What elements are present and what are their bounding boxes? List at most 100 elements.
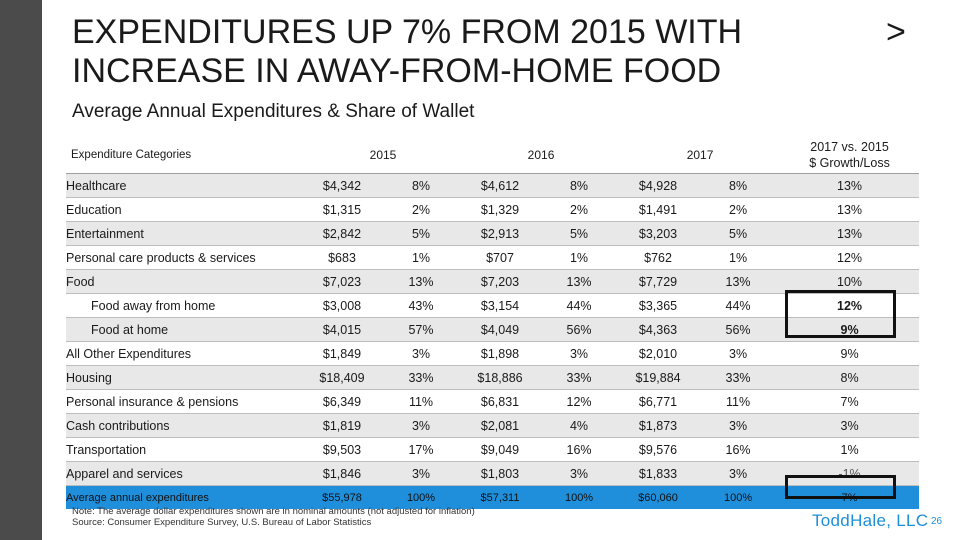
share-2017: 3% [696, 341, 781, 366]
share-2016: 16% [538, 437, 621, 462]
value-2015: $55,978 [322, 491, 362, 504]
row-category: Food [66, 269, 304, 294]
value-2015: $1,315 [304, 197, 380, 222]
share-2016: 2% [538, 197, 621, 222]
growth-value: 13% [780, 221, 920, 246]
value-2016: $1,803 [462, 461, 539, 486]
left-accent-bar [0, 0, 42, 540]
share-2015: 11% [380, 389, 463, 414]
value-2015: $683 [304, 245, 380, 270]
table-row: Personal insurance & pensions $6,349 11% $6… [66, 389, 920, 414]
share-2017: 2% [696, 197, 781, 222]
value-2015: $4,015 [304, 317, 380, 342]
page-number: 26 [931, 516, 943, 527]
next-arrow-icon[interactable]: > [886, 13, 906, 51]
total-row: Average annual expenditures $55,978 100% $5… [66, 485, 920, 509]
value-2016: $6,831 [462, 389, 539, 414]
table-row: Healthcare $4,342 8% $4,612 8% $4,928 8% 13% [66, 173, 920, 198]
value-2017: $60,060 [638, 491, 678, 504]
share-2016: 4% [538, 413, 621, 438]
growth-value: 9% [780, 341, 920, 366]
table-row: Housing $18,409 33% $18,886 33% $19,884 33% 8% [66, 365, 920, 390]
share-2015: 13% [380, 269, 463, 294]
growth-value: 3% [780, 413, 920, 438]
share-2017: 3% [696, 461, 781, 486]
share-2016: 56% [538, 317, 621, 342]
growth-value: 13% [780, 197, 920, 222]
footnote-note: Note: The average dollar expenditures sh… [72, 506, 475, 517]
slide-title: EXPENDITURES UP 7% FROM 2015 WITH INCREA… [72, 13, 743, 90]
value-2017: $1,833 [620, 461, 697, 486]
header-2016: 2016 [462, 137, 621, 174]
value-2016: $3,154 [462, 293, 539, 318]
row-category: Healthcare [66, 173, 304, 198]
value-2016: $707 [462, 245, 539, 270]
value-2017: $7,729 [620, 269, 697, 294]
row-category: All Other Expenditures [66, 341, 304, 366]
share-2017: 100% [723, 491, 753, 504]
food-growth-highlight-box [785, 290, 896, 338]
value-2016: $7,203 [462, 269, 539, 294]
value-2016: $9,049 [462, 437, 539, 462]
value-2016: $2,913 [462, 221, 539, 246]
row-category: Personal care products & services [66, 245, 304, 270]
value-2015: $6,349 [304, 389, 380, 414]
value-2017: $4,928 [620, 173, 697, 198]
row-category: Personal insurance & pensions [66, 389, 304, 414]
share-2016: 100% [564, 491, 594, 504]
value-2016: $1,329 [462, 197, 539, 222]
row-category: Food at home [66, 317, 304, 342]
share-2015: 33% [380, 365, 463, 390]
table-row: Entertainment $2,842 5% $2,913 5% $3,203 5% 13% [66, 221, 920, 246]
table-row: Transportation $9,503 17% $9,049 16% $9,576 16… [66, 437, 920, 462]
share-2016: 1% [538, 245, 621, 270]
share-2017: 11% [696, 389, 781, 414]
value-2015: $9,503 [304, 437, 380, 462]
header-2017: 2017 [620, 137, 781, 174]
share-2017: 1% [696, 245, 781, 270]
growth-value: 7% [780, 389, 920, 414]
value-2017: $3,203 [620, 221, 697, 246]
header-growth-line2: $ Growth/Loss [809, 156, 890, 170]
growth-value: 13% [780, 173, 920, 198]
row-category: Cash contributions [66, 413, 304, 438]
table-row: Personal care products & services $683 1% $… [66, 245, 920, 270]
value-2017: $4,363 [620, 317, 697, 342]
share-2017: 8% [696, 173, 781, 198]
share-2015: 8% [380, 173, 463, 198]
share-2015: 5% [380, 221, 463, 246]
value-2017: $762 [620, 245, 697, 270]
header-growth-line1: 2017 vs. 2015 [810, 140, 889, 154]
slide-subtitle: Average Annual Expenditures & Share of W… [72, 101, 475, 122]
value-2015: $4,342 [304, 173, 380, 198]
value-2015: $2,842 [304, 221, 380, 246]
share-2016: 5% [538, 221, 621, 246]
share-2016: 44% [538, 293, 621, 318]
share-2016: 8% [538, 173, 621, 198]
value-2016: $4,049 [462, 317, 539, 342]
table-row: All Other Expenditures $1,849 3% $1,898 3% $2… [66, 341, 920, 366]
value-2017: $2,010 [620, 341, 697, 366]
footnote-source: Source: Consumer Expenditure Survey, U.S… [72, 517, 372, 528]
row-category: Entertainment [66, 221, 304, 246]
share-2017: 3% [696, 413, 781, 438]
share-2017: 16% [696, 437, 781, 462]
footnote: Note: The average dollar expenditures sh… [72, 506, 475, 528]
row-category: Housing [66, 365, 304, 390]
row-category: Apparel and services [66, 461, 304, 486]
share-2015: 3% [380, 461, 463, 486]
share-2016: 3% [538, 341, 621, 366]
value-2015: $1,846 [304, 461, 380, 486]
share-2016: 13% [538, 269, 621, 294]
value-2016: $4,612 [462, 173, 539, 198]
total-growth-highlight-box [785, 475, 896, 499]
row-category: Food away from home [66, 293, 304, 318]
share-2017: 56% [696, 317, 781, 342]
share-2016: 33% [538, 365, 621, 390]
value-2017: $6,771 [620, 389, 697, 414]
share-2015: 1% [380, 245, 463, 270]
header-2015: 2015 [304, 137, 463, 174]
growth-value: 1% [780, 437, 920, 462]
brand-logo: ToddHale, LLC [812, 511, 929, 530]
value-2016: $57,311 [480, 491, 520, 504]
